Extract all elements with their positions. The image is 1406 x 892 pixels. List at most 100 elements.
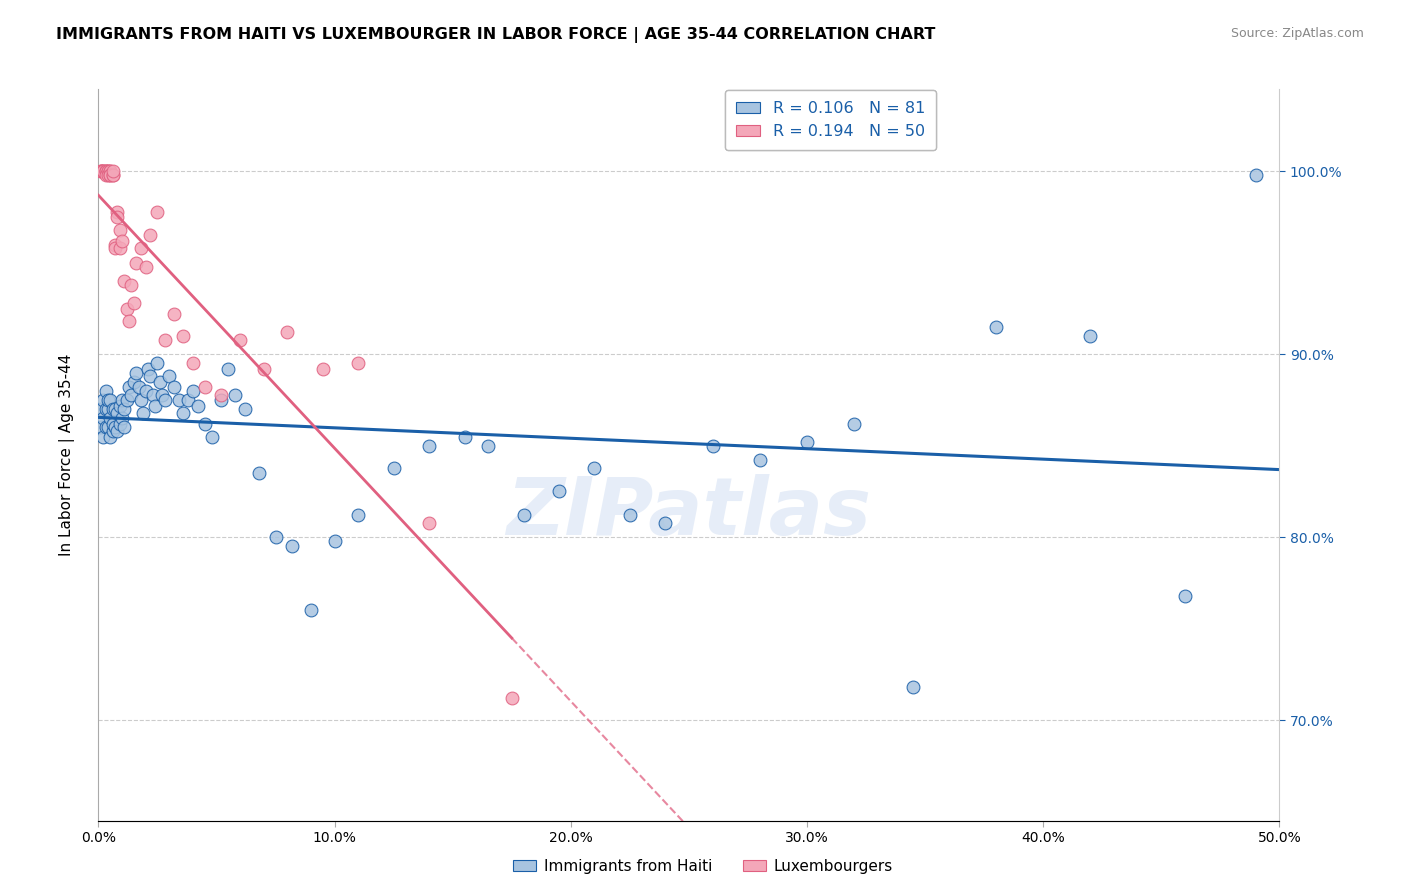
Point xyxy=(105,424,128,438)
Point xyxy=(844,417,866,431)
Point xyxy=(108,241,131,255)
Point xyxy=(98,164,121,178)
Point xyxy=(654,516,676,530)
Point xyxy=(90,420,112,434)
Point xyxy=(129,393,152,408)
Point xyxy=(118,314,141,328)
Point xyxy=(112,274,135,288)
Point xyxy=(187,399,209,413)
Point xyxy=(94,164,117,178)
Point xyxy=(98,164,121,178)
Point xyxy=(94,164,117,178)
Point xyxy=(98,168,121,182)
Point xyxy=(97,168,120,182)
Point xyxy=(1174,589,1197,603)
Point xyxy=(111,234,134,248)
Point xyxy=(90,402,112,417)
Point xyxy=(91,164,114,178)
Point xyxy=(172,329,194,343)
Point xyxy=(143,399,166,413)
Point xyxy=(132,406,155,420)
Point xyxy=(98,168,121,182)
Point xyxy=(97,420,120,434)
Text: IMMIGRANTS FROM HAITI VS LUXEMBOURGER IN LABOR FORCE | AGE 35-44 CORRELATION CHA: IMMIGRANTS FROM HAITI VS LUXEMBOURGER IN… xyxy=(56,27,935,43)
Point xyxy=(135,260,157,274)
Point xyxy=(146,204,169,219)
Point xyxy=(97,164,120,178)
Point xyxy=(111,393,134,408)
Point xyxy=(104,402,127,417)
Point xyxy=(139,369,162,384)
Point xyxy=(1080,329,1102,343)
Point xyxy=(181,384,204,398)
Point xyxy=(276,326,298,340)
Point xyxy=(94,168,117,182)
Point xyxy=(142,387,165,401)
Point xyxy=(224,387,246,401)
Point xyxy=(125,366,148,380)
Point xyxy=(150,387,173,401)
Point xyxy=(281,540,304,554)
Point xyxy=(108,399,131,413)
Point xyxy=(548,484,571,499)
Point xyxy=(112,420,135,434)
Point xyxy=(94,420,117,434)
Point xyxy=(209,387,232,401)
Point xyxy=(125,256,148,270)
Point xyxy=(121,277,143,292)
Point xyxy=(115,393,138,408)
Point xyxy=(98,411,121,425)
Point xyxy=(194,380,217,394)
Point xyxy=(201,430,224,444)
Text: Source: ZipAtlas.com: Source: ZipAtlas.com xyxy=(1230,27,1364,40)
Point xyxy=(172,406,194,420)
Point xyxy=(90,164,112,178)
Point xyxy=(115,301,138,316)
Point xyxy=(418,439,440,453)
Point xyxy=(299,603,322,617)
Point xyxy=(229,333,252,347)
Point xyxy=(101,402,124,417)
Point xyxy=(91,164,114,178)
Point xyxy=(118,380,141,394)
Point xyxy=(177,393,200,408)
Point xyxy=(163,380,186,394)
Point xyxy=(94,164,117,178)
Point xyxy=(903,680,925,694)
Point xyxy=(122,296,145,310)
Point xyxy=(91,164,114,178)
Point xyxy=(101,168,124,182)
Point xyxy=(108,223,131,237)
Point xyxy=(209,393,232,408)
Legend: Immigrants from Haiti, Luxembourgers: Immigrants from Haiti, Luxembourgers xyxy=(508,853,898,880)
Point xyxy=(418,516,440,530)
Point xyxy=(111,411,134,425)
Point xyxy=(312,362,335,376)
Point xyxy=(94,384,117,398)
Point xyxy=(104,241,127,255)
Point xyxy=(105,204,128,219)
Point xyxy=(796,435,818,450)
Point xyxy=(247,467,270,481)
Legend: R = 0.106   N = 81, R = 0.194   N = 50: R = 0.106 N = 81, R = 0.194 N = 50 xyxy=(725,90,936,150)
Point xyxy=(122,375,145,389)
Point xyxy=(104,237,127,252)
Point xyxy=(1244,168,1267,182)
Point xyxy=(128,380,150,394)
Point xyxy=(512,508,534,523)
Point xyxy=(748,453,770,467)
Point xyxy=(105,406,128,420)
Point xyxy=(984,320,1007,334)
Point xyxy=(104,420,127,434)
Point xyxy=(253,362,276,376)
Point xyxy=(129,241,152,255)
Point xyxy=(163,307,186,321)
Point xyxy=(323,533,346,548)
Point xyxy=(477,439,499,453)
Point xyxy=(94,402,117,417)
Point xyxy=(101,168,124,182)
Point xyxy=(101,417,124,431)
Point xyxy=(453,430,475,444)
Point xyxy=(97,393,120,408)
Point xyxy=(233,402,256,417)
